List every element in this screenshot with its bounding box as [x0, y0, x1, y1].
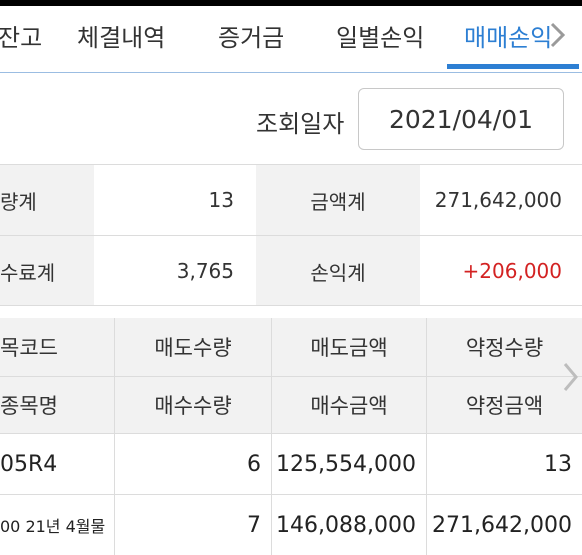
total-pnl-label: 손익계: [256, 236, 420, 306]
total-pnl-value: +206,000: [420, 236, 582, 306]
divider: [114, 318, 115, 555]
header-sell-qty: 매도수량: [115, 318, 271, 376]
cell-sell-amount: 125,554,000: [272, 434, 426, 494]
chevron-right-icon[interactable]: [546, 20, 568, 50]
trade-table: 목코드 매도수량 매도금액 약정수량 종목명 매수수량 매수금액 약정금액 05…: [0, 318, 582, 555]
header-buy-qty: 매수수량: [115, 377, 271, 433]
date-label: 조회일자: [256, 110, 345, 138]
tab-balance[interactable]: 잔고: [0, 24, 43, 52]
cell-name[interactable]: 00 21년 4월물: [0, 495, 114, 555]
divider: [271, 318, 272, 555]
header-buy-amount: 매수금액: [272, 377, 426, 433]
total-fee-label: 수료계: [0, 236, 94, 306]
total-fee-value: 3,765: [94, 236, 256, 306]
divider: [0, 235, 582, 236]
divider: [0, 305, 582, 306]
chevron-right-icon[interactable]: [560, 360, 580, 394]
divider: [426, 318, 427, 555]
divider: [0, 164, 582, 165]
divider: [0, 494, 582, 495]
cell-sell-qty: 6: [115, 434, 271, 494]
tab-daily-pnl[interactable]: 일별손익: [336, 24, 425, 52]
header-name: 종목명: [0, 377, 114, 433]
tab-trade-pnl[interactable]: 매매손익: [464, 24, 553, 52]
header-contract-qty: 약정수량: [427, 318, 582, 376]
total-qty-value: 13: [94, 165, 256, 235]
cell-contract-amount: 271,642,000: [427, 495, 582, 555]
total-qty-label: 량계: [0, 165, 94, 235]
tab-executions[interactable]: 체결내역: [77, 24, 166, 52]
date-field[interactable]: 2021/04/01: [358, 88, 564, 150]
total-amount-value: 271,642,000: [420, 165, 582, 235]
cell-buy-amount: 146,088,000: [272, 495, 426, 555]
header-sell-amount: 매도금액: [272, 318, 426, 376]
cell-contract-qty: 13: [427, 434, 582, 494]
cell-buy-qty: 7: [115, 495, 271, 555]
tab-margin[interactable]: 증거금: [218, 24, 285, 52]
cell-code[interactable]: 05R4: [0, 434, 114, 494]
header-contract-amount: 약정금액: [427, 377, 582, 433]
divider: [0, 376, 582, 377]
tab-bar: 잔고 체결내역 증거금 일별손익 매매손익: [0, 6, 582, 72]
summary-table: 량계 13 금액계 271,642,000 수료계 3,765 손익계 +206…: [0, 164, 582, 306]
status-bar-edge: [0, 0, 582, 6]
total-amount-label: 금액계: [256, 165, 420, 235]
tab-bar-divider: [0, 72, 582, 73]
active-tab-indicator: [447, 64, 579, 69]
header-code: 목코드: [0, 318, 114, 376]
divider: [0, 433, 582, 434]
